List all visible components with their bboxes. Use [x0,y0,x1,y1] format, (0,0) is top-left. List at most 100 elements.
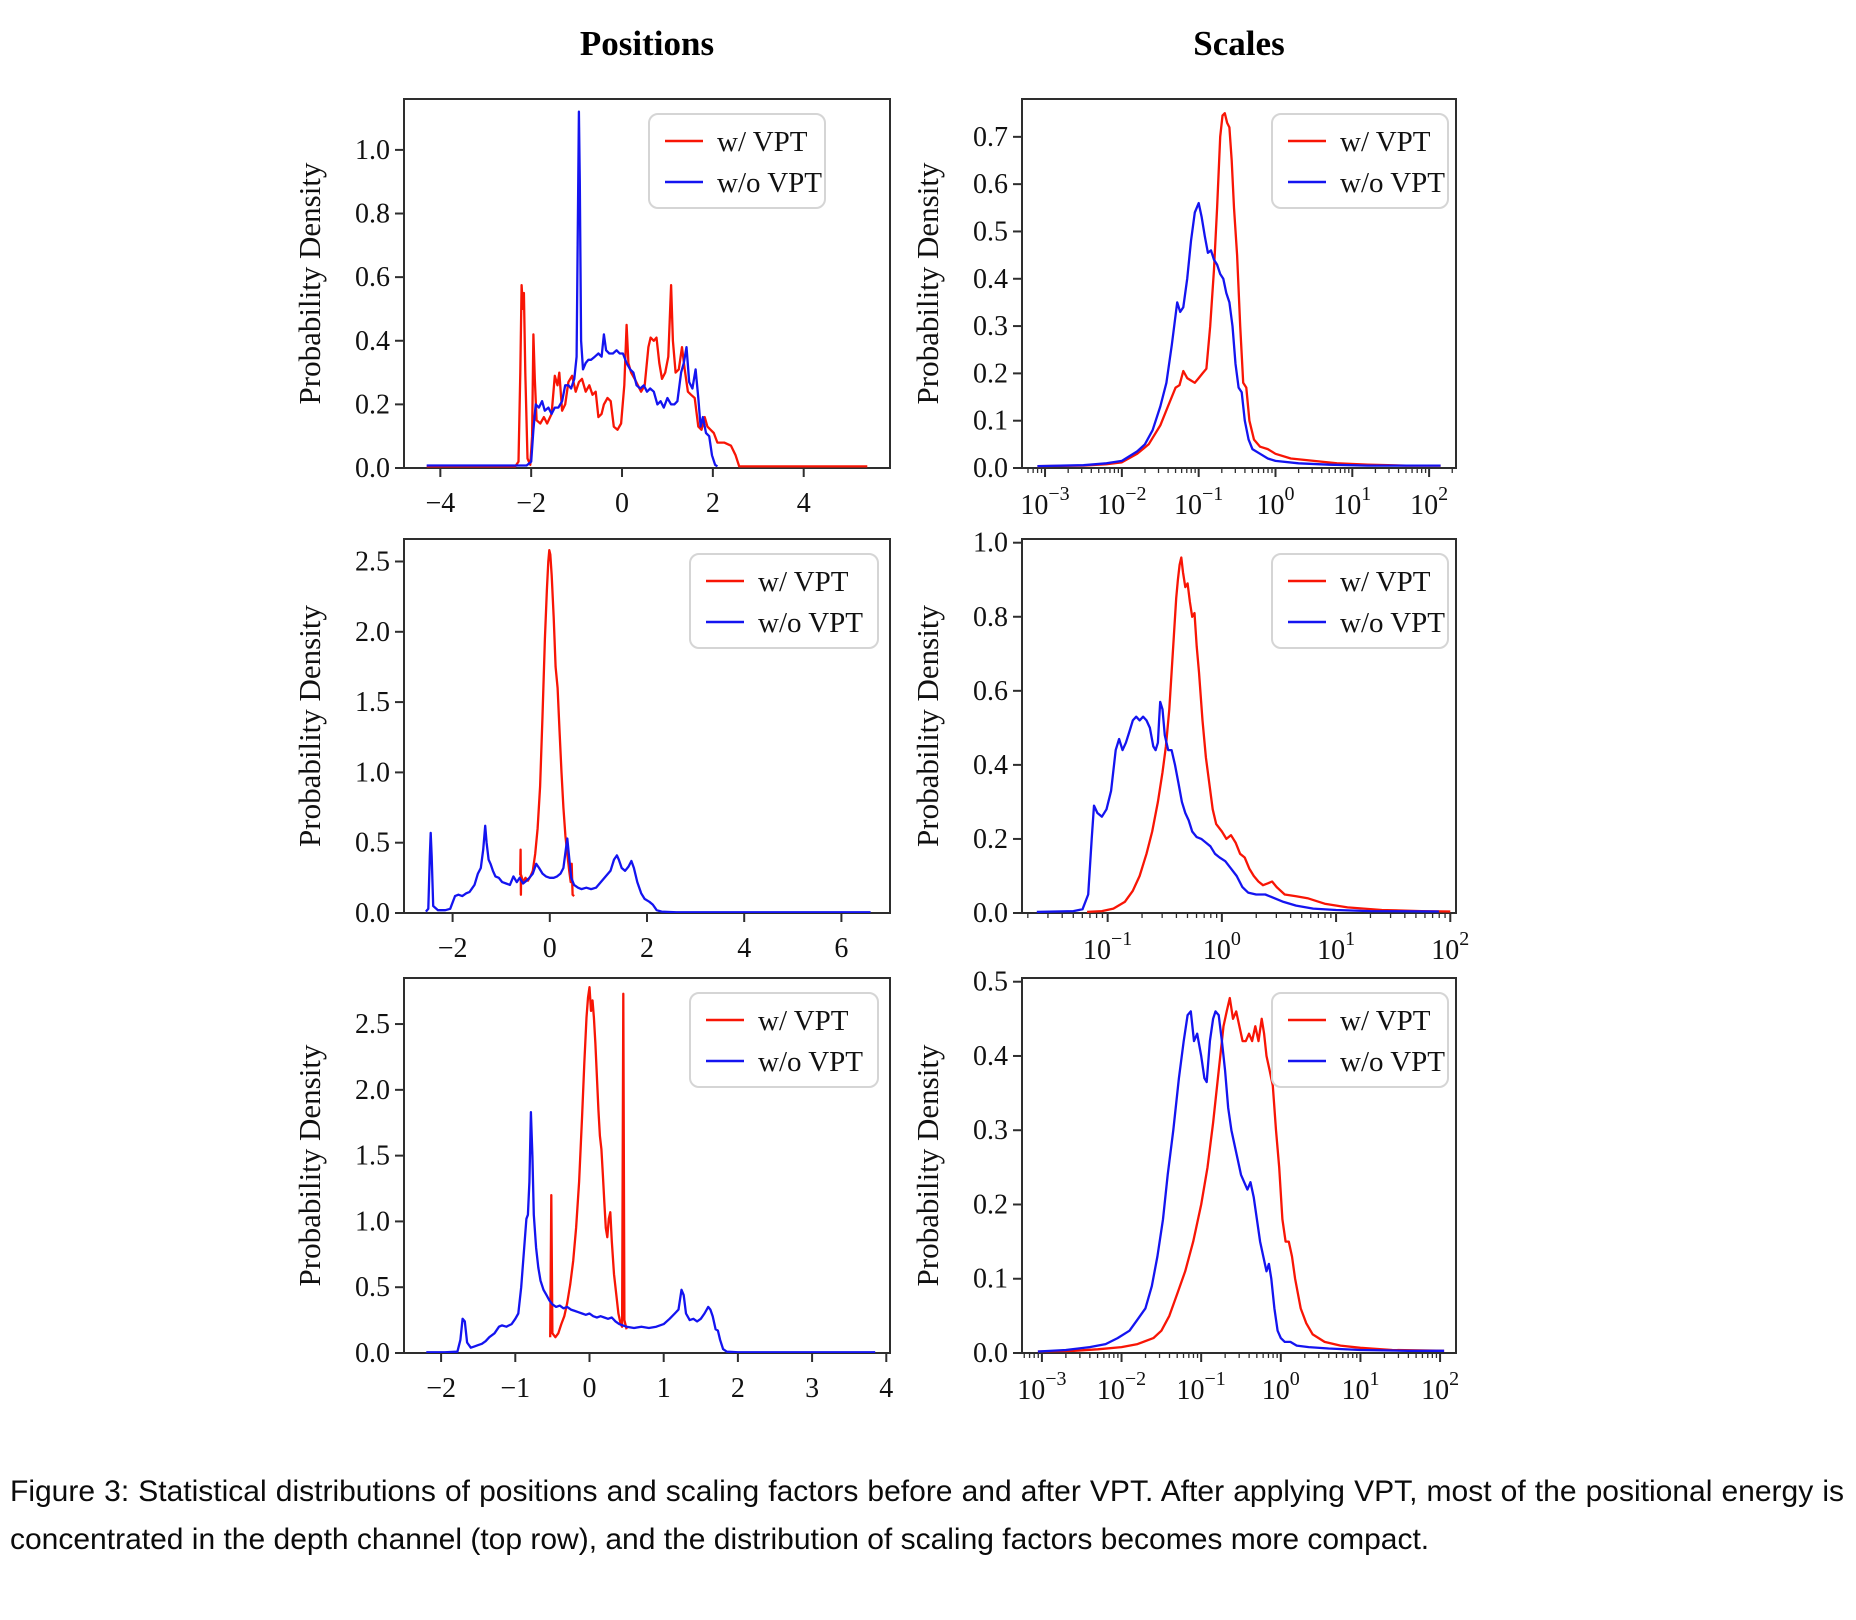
legend-label: w/ VPT [758,566,849,598]
y-tick-label: 0.7 [973,122,1008,153]
y-tick-label: 0.4 [973,1041,1008,1072]
x-tick-label: 10−3 [1017,1368,1066,1406]
x-tick-label: 2 [706,488,720,519]
legend-label: w/ VPT [758,1005,849,1037]
y-tick-label: 1.5 [355,687,390,718]
x-tick-label: 102 [1431,928,1469,966]
y-tick-label: 1.0 [355,135,390,166]
axes-frame [403,98,891,469]
legend-label: w/o VPT [717,167,822,199]
y-tick-label: 0.2 [973,358,1008,389]
x-tick-label: 6 [834,933,848,964]
y-tick-label: 0.0 [973,453,1008,484]
y-tick-label: 0.1 [973,1264,1008,1295]
y-axis-label: Probability Density [910,162,945,404]
x-tick-label: −4 [425,488,455,519]
legend-label: w/ VPT [1340,1005,1431,1037]
legend-label: w/o VPT [758,1046,863,1078]
series-with-vpt [1087,556,1451,913]
y-tick-label: 0.2 [973,824,1008,855]
legend-box [1271,113,1449,209]
legend-box [689,553,879,649]
y-tick-label: 0.8 [973,602,1008,633]
series-without-vpt [425,824,871,913]
y-tick-label: 0.6 [355,262,390,293]
legend-label: w/o VPT [1340,607,1445,639]
axes-frame [1021,538,1457,914]
y-axis-label: Probability Density [910,1044,945,1286]
x-tick-label: 101 [1333,483,1371,521]
x-tick-label: 0 [582,1373,596,1404]
y-tick-label: 0.0 [973,898,1008,929]
subplot-positions-row2: −2 0 2 4 6 0.0 0.5 1.0 1.5 2.0 2.5 Probability Dens… [292,538,891,964]
y-axis-label: Probability Density [292,605,327,847]
series-without-vpt [426,110,719,468]
series-without-vpt [1037,1010,1445,1353]
subplot-scales-row1: 10−3 10−2 10−1 100 101 102 0.0 0.1 0.2 0.3 0.4 0.5 0… [910,98,1457,521]
x-tick-label: 100 [1203,928,1241,966]
y-tick-label: 0.2 [355,389,390,420]
x-tick-label: 10−1 [1174,483,1223,521]
x-tick-label: 0 [543,933,557,964]
x-tick-label: 10−2 [1097,483,1146,521]
subplot-scales-row2: 10−1 100 101 102 0.0 0.2 0.4 0.6 0.8 1.0 Probabili… [910,528,1469,966]
y-tick-label: 0.0 [355,1338,390,1369]
y-tick-label: 2.5 [355,1009,390,1040]
x-tick-label: −2 [426,1373,456,1404]
y-tick-label: 2.5 [355,546,390,577]
y-tick-label: 0.8 [355,199,390,230]
legend-label: w/ VPT [717,126,808,158]
x-tick-label: −2 [438,933,468,964]
legend-label: w/o VPT [1340,167,1445,199]
legend-label: w/ VPT [1340,126,1431,158]
x-tick-label: 10−2 [1097,1368,1146,1406]
x-tick-label: 4 [737,933,751,964]
subplot-positions-row3: −2 −1 0 1 2 3 4 0.0 0.5 1.0 1.5 2.0 2.5 Probability D… [292,977,893,1404]
y-tick-label: 0.5 [355,1272,390,1303]
column-title-positions: Positions [579,24,715,63]
axes-frame [1021,98,1457,469]
y-tick-label: 0.3 [973,311,1008,342]
x-tick-label: 3 [805,1373,819,1404]
charts-canvas: −4 −2 0 2 4 0.0 0.2 0.4 0.6 0.8 1.0 Probability Den… [292,98,1469,1406]
axes-frame [403,977,891,1354]
y-tick-label: 0.0 [355,453,390,484]
y-axis-label: Probability Density [910,605,945,847]
figure-caption: Figure 3: Statistical distributions of p… [10,1475,1844,1556]
x-tick-label: 100 [1256,483,1294,521]
x-tick-label: 4 [879,1373,893,1404]
y-tick-label: 1.0 [973,528,1008,559]
x-tick-label: −1 [500,1373,530,1404]
series-with-vpt [426,283,868,468]
series-with-vpt [519,549,575,897]
series-without-vpt [1036,700,1439,913]
legend-box [1271,553,1449,649]
y-tick-label: 2.0 [355,617,390,648]
y-tick-label: 0.0 [973,1338,1008,1369]
x-tick-label: 2 [640,933,654,964]
legend-box [1271,992,1449,1088]
subplot-positions-row1: −4 −2 0 2 4 0.0 0.2 0.4 0.6 0.8 1.0 Probability Den… [292,98,891,519]
x-tick-label: 10−3 [1020,483,1069,521]
series-with-vpt [1037,996,1445,1353]
y-tick-label: 0.4 [355,326,390,357]
y-tick-label: 1.0 [355,1206,390,1237]
y-axis-label: Probability Density [292,1044,327,1286]
axes-frame [1021,977,1457,1354]
y-tick-label: 0.1 [973,406,1008,437]
y-tick-label: 1.5 [355,1141,390,1172]
x-tick-label: 10−1 [1083,928,1132,966]
y-tick-label: 0.5 [973,967,1008,998]
legend-label: w/ VPT [1340,566,1431,598]
axes-frame [403,538,891,914]
x-tick-label: 100 [1262,1368,1300,1406]
y-tick-label: 0.0 [355,898,390,929]
x-tick-label: 4 [797,488,811,519]
x-tick-label: 102 [1421,1368,1459,1406]
x-tick-label: 2 [731,1373,745,1404]
y-tick-label: 0.4 [973,750,1008,781]
y-tick-label: 0.3 [973,1115,1008,1146]
y-tick-label: 0.2 [973,1189,1008,1220]
series-without-vpt [426,1111,876,1353]
